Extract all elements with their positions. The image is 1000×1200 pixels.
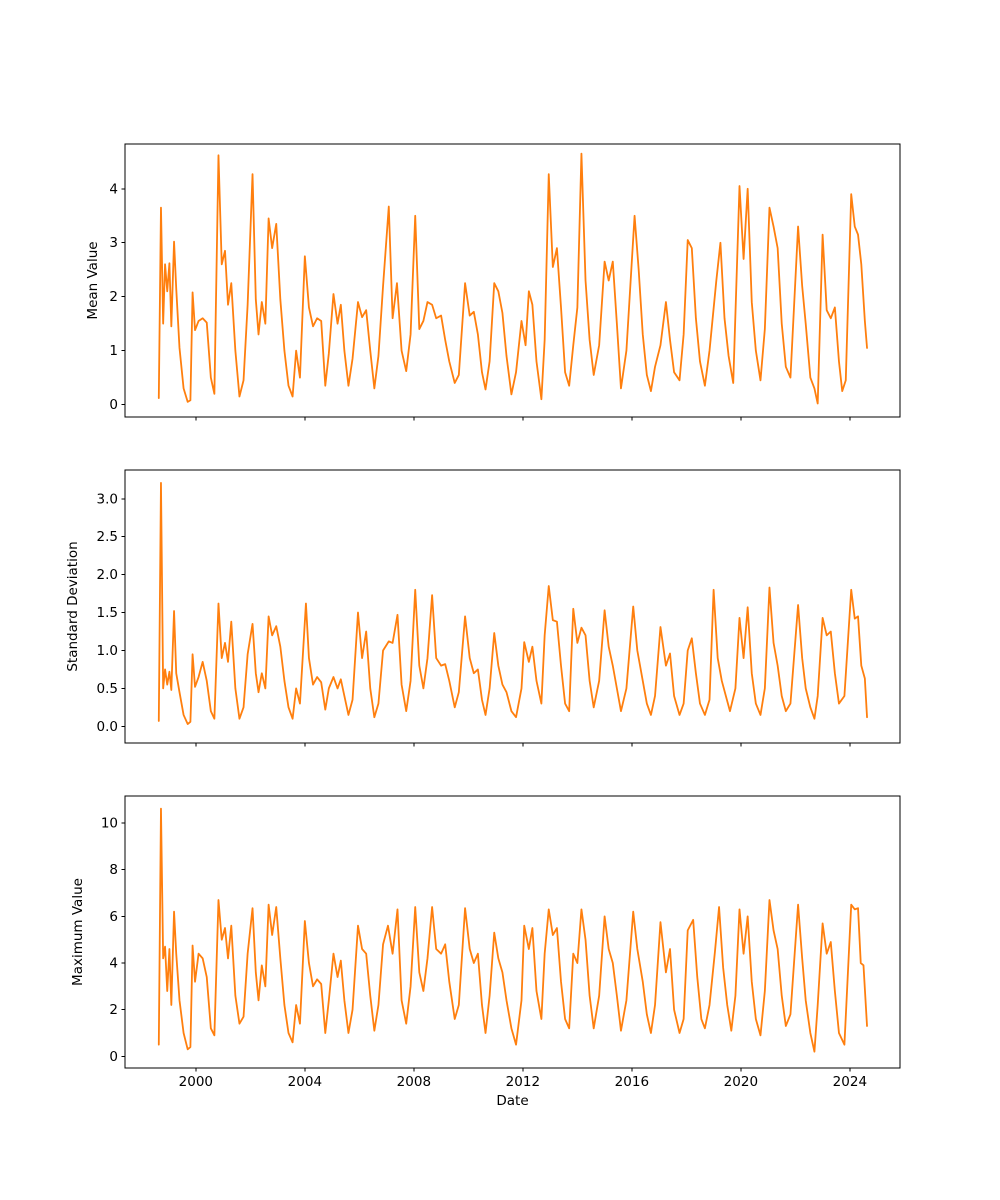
y-tick-label: 0.0 [97,719,118,735]
y-tick-label: 2 [109,1002,118,1018]
x-tick-label: 2012 [506,1074,540,1090]
y-tick-label: 3.0 [97,491,118,507]
subplot-maximum-value: 0 2 4 6 8 10 2000 2004 2008 2012 2016 2020 2024 Maxim… [70,795,901,1109]
series-line-standard-deviation [157,481,868,725]
y-axis-label: Maximum Value [70,878,86,986]
series-line-mean-value [157,152,868,405]
x-tick-label: 2020 [724,1074,758,1090]
y-tick-label: 8 [109,862,118,878]
y-tick-label: 3 [109,235,118,251]
y-tick-label: 4 [109,181,118,197]
y-tick-label: 0 [109,1049,118,1065]
x-axis-label: Date [496,1093,528,1109]
x-tick-label: 2004 [288,1074,322,1090]
y-tick-label: 4 [109,956,118,972]
y-tick-label: 0 [109,397,118,413]
y-tick-label: 1.5 [97,605,118,621]
subplot-mean-value: 0 1 2 3 4 Mean Value [85,143,901,421]
x-tick-label: 2008 [397,1074,431,1090]
y-tick-label: 2 [109,289,118,305]
y-tick-label: 10 [101,816,118,832]
x-tick-label: 2016 [615,1074,649,1090]
x-tick-label: 2000 [179,1074,213,1090]
y-tick-label: 1.0 [97,643,118,659]
y-tick-label: 0.5 [97,681,118,697]
x-tick-label: 2024 [833,1074,867,1090]
axes-frame [124,469,901,744]
subplot-standard-deviation: 0.0 0.5 1.0 1.5 2.0 2.5 3.0 Standard Deviation [65,469,901,747]
y-tick-label: 6 [109,909,118,925]
y-tick-label: 2.0 [97,567,118,583]
y-axis-label: Standard Deviation [65,541,81,671]
y-tick-label: 2.5 [97,529,118,545]
axes-frame [124,143,901,418]
y-axis-label: Mean Value [85,241,101,319]
series-line-maximum-value [157,807,868,1053]
axes-frame [124,795,901,1069]
y-tick-label: 1 [109,343,118,359]
